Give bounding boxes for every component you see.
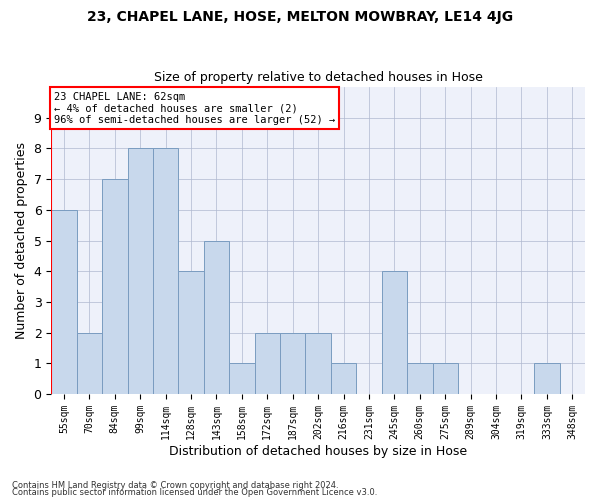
Bar xyxy=(229,364,254,394)
Bar xyxy=(254,332,280,394)
Text: Contains HM Land Registry data © Crown copyright and database right 2024.: Contains HM Land Registry data © Crown c… xyxy=(12,480,338,490)
Bar xyxy=(280,332,305,394)
Bar xyxy=(128,148,153,394)
Bar xyxy=(534,364,560,394)
Bar xyxy=(51,210,77,394)
Y-axis label: Number of detached properties: Number of detached properties xyxy=(15,142,28,339)
Text: 23 CHAPEL LANE: 62sqm
← 4% of detached houses are smaller (2)
96% of semi-detach: 23 CHAPEL LANE: 62sqm ← 4% of detached h… xyxy=(54,92,335,125)
Title: Size of property relative to detached houses in Hose: Size of property relative to detached ho… xyxy=(154,72,482,85)
Bar xyxy=(382,271,407,394)
Bar xyxy=(204,240,229,394)
X-axis label: Distribution of detached houses by size in Hose: Distribution of detached houses by size … xyxy=(169,444,467,458)
Bar xyxy=(153,148,178,394)
Bar xyxy=(77,332,102,394)
Bar xyxy=(102,179,128,394)
Bar xyxy=(331,364,356,394)
Text: 23, CHAPEL LANE, HOSE, MELTON MOWBRAY, LE14 4JG: 23, CHAPEL LANE, HOSE, MELTON MOWBRAY, L… xyxy=(87,10,513,24)
Bar xyxy=(433,364,458,394)
Bar xyxy=(407,364,433,394)
Bar xyxy=(305,332,331,394)
Text: Contains public sector information licensed under the Open Government Licence v3: Contains public sector information licen… xyxy=(12,488,377,497)
Bar xyxy=(178,271,204,394)
